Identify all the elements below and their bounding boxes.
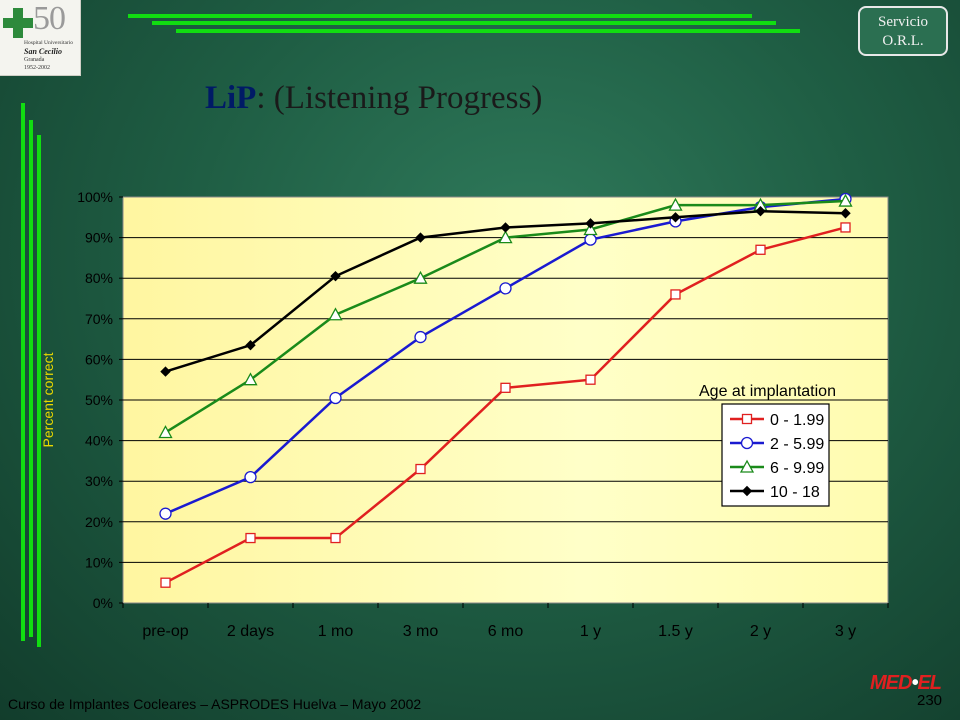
data-point [500,222,511,233]
legend-title: Age at implantation [699,383,836,400]
legend-marker [739,459,755,473]
data-point [329,391,342,405]
data-point [840,208,851,219]
y-tick-label: 70% [85,311,113,327]
legend-label: 10 - 18 [770,484,820,501]
logo-line-3: Granada [24,57,45,63]
data-point [755,206,766,217]
x-tick-label: 3 mo [403,623,439,640]
cross-icon [3,8,33,38]
y-tick-label: 30% [85,473,113,489]
legend-marker [741,413,753,425]
data-point [245,532,256,544]
data-point [415,232,426,243]
data-point [413,270,428,284]
x-tick-label: 3 y [835,623,856,640]
service-badge: Servicio O.R.L. [858,6,948,56]
x-tick-label: pre-op [142,623,188,640]
footer-text: Curso de Implantes Cocleares – ASPRODES … [8,696,422,712]
y-tick-label: 20% [85,514,113,530]
decor-line-v1 [21,103,25,641]
slide-title-bold: LiP [205,80,257,116]
medel-logo: MED•EL [870,672,942,695]
legend-label: 6 - 9.99 [770,460,824,477]
y-axis-label: Percent correct [42,352,56,447]
data-point [670,289,681,300]
y-tick-label: 60% [85,351,113,367]
data-point [330,270,341,282]
line-chart: 0% 10% 20% 30% 40% 50% 60% 70% 80% 90% 100% pre-op 2… [42,189,889,640]
page-number: 230 [917,692,943,709]
data-point [159,507,172,520]
data-point [160,366,171,377]
data-point [415,463,426,475]
data-point [414,330,427,344]
decor-line-h2 [152,21,776,25]
decor-line-v2 [29,120,33,637]
decor-line-h3 [176,29,800,33]
y-tick-label: 0% [93,595,113,611]
decor-line-h1 [128,14,752,18]
y-tick-label: 100% [77,189,113,205]
medel-logo-left: MED [870,672,912,694]
data-point [585,218,596,229]
logo-line-4: 1952-2002 [24,65,50,71]
x-tick-label: 1 mo [318,623,354,640]
legend-label: 2 - 5.99 [770,436,824,453]
y-tick-label: 10% [85,554,113,570]
x-tick-label: 6 mo [488,623,524,640]
x-tick-label: 2 y [750,623,771,640]
data-point [583,222,598,236]
logo-anniversary-number: 50 [33,0,66,37]
legend-box [721,403,830,507]
medel-logo-dot: • [911,672,918,694]
data-point [498,230,513,244]
slide-title-rest: : (Listening Progress) [256,80,543,116]
legend-label: 0 - 1.99 [770,412,824,429]
data-point [500,382,511,393]
service-badge-line-1: Servicio [878,14,928,30]
logo-line-2: San Cecilio [24,47,63,56]
x-tick-label: 2 days [227,623,274,640]
hospital-logo: 50 Hospital Universitario San Cecilio Gr… [0,0,81,76]
data-point [328,307,343,321]
y-tick-label: 90% [85,230,113,246]
legend-marker [740,436,754,450]
slide-title: LiP: (Listening Progress) [205,80,542,117]
x-tick-label: 1 y [580,623,601,640]
y-tick-label: 80% [85,270,113,286]
data-point [670,212,681,223]
medel-logo-right: EL [917,672,942,694]
legend-marker [741,485,753,497]
data-point [840,222,851,233]
data-point [245,339,256,351]
decor-line-v3 [37,135,41,647]
data-point [668,197,683,211]
y-tick-label: 50% [85,392,113,408]
data-point [585,374,596,385]
service-badge-line-2: O.R.L. [882,33,924,49]
data-point [330,532,341,544]
y-tick-label: 40% [85,433,113,449]
data-point [584,233,597,246]
data-point [755,244,766,255]
data-point [499,282,512,295]
data-point [244,470,257,484]
data-point [158,425,173,439]
x-tick-label: 1.5 y [658,623,693,640]
data-point [838,193,853,207]
logo-line-1: Hospital Universitario [24,40,74,46]
data-point [160,577,171,588]
data-point [243,372,258,386]
